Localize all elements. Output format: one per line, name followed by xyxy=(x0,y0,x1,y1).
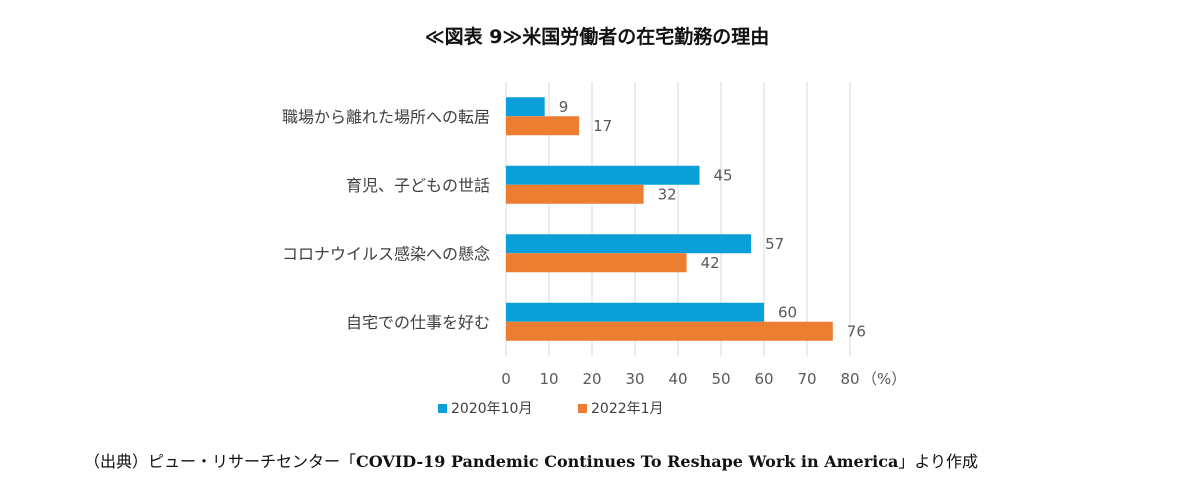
data-label: 60 xyxy=(778,303,797,321)
x-tick-label: 50 xyxy=(711,370,730,388)
category-label: 職場から離れた場所への転居 xyxy=(282,107,490,126)
chart-title: ≪図表 9≫米国労働者の在宅勤務の理由 xyxy=(424,26,770,48)
data-label: 17 xyxy=(593,117,612,135)
bar xyxy=(506,97,545,117)
source-note: （出典）ピュー・リサーチセンター「COVID-19 Pandemic Conti… xyxy=(84,448,978,472)
category-label: 育児、子どもの世話 xyxy=(346,176,490,195)
bars: 9 17 45 32 57 42 60 76 xyxy=(506,97,866,341)
data-label: 42 xyxy=(701,254,720,272)
x-tick-label: 40 xyxy=(668,370,687,388)
bar xyxy=(506,234,752,254)
source-publication: COVID-19 Pandemic Continues To Reshape W… xyxy=(356,452,899,471)
data-label: 9 xyxy=(559,98,569,116)
x-tick-label: 0 xyxy=(501,370,511,388)
data-label: 57 xyxy=(765,235,784,253)
x-tick-label: 10 xyxy=(539,370,558,388)
source-lead: （出典）ピュー・リサーチセンター「 xyxy=(84,452,357,471)
bar-chart: 9 17 45 32 57 42 60 76 職場から離れた場所への転居育児、子どもの世話コロ… xyxy=(282,82,906,417)
legend-swatch xyxy=(438,404,447,413)
legend: 2020年10月 2022年1月 xyxy=(438,401,664,417)
x-tick-label: 60 xyxy=(754,370,773,388)
x-unit-label: （%） xyxy=(862,370,906,388)
x-axis-ticks: 0 10 20 30 40 50 60 70 80 （%） xyxy=(501,370,906,388)
source-trail: 」より作成 xyxy=(898,452,979,471)
bar xyxy=(506,116,580,136)
legend-label: 2020年10月 xyxy=(451,401,532,417)
data-label: 32 xyxy=(658,185,677,203)
x-tick-label: 20 xyxy=(582,370,601,388)
bar xyxy=(506,165,700,185)
data-label: 45 xyxy=(714,166,733,184)
category-label: コロナウイルス感染への懸念 xyxy=(282,244,490,263)
bar xyxy=(506,253,687,273)
category-labels: 職場から離れた場所への転居育児、子どもの世話コロナウイルス感染への懸念自宅での仕… xyxy=(282,107,490,332)
x-tick-label: 30 xyxy=(625,370,644,388)
x-tick-label: 70 xyxy=(797,370,816,388)
x-tick-label: 80 xyxy=(840,370,859,388)
category-label: 自宅での仕事を好む xyxy=(346,313,490,332)
legend-label: 2022年1月 xyxy=(591,401,664,417)
bar xyxy=(506,302,764,322)
legend-swatch xyxy=(578,404,587,413)
bar xyxy=(506,184,644,204)
bar xyxy=(506,321,833,341)
data-label: 76 xyxy=(847,322,866,340)
